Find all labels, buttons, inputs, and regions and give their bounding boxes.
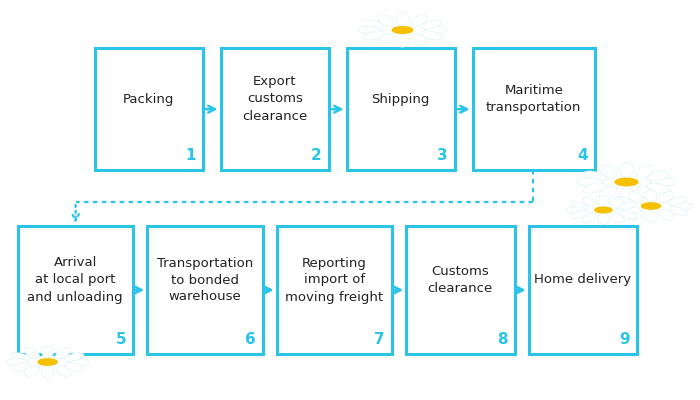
Text: Shipping: Shipping xyxy=(372,92,430,106)
Text: 2: 2 xyxy=(312,148,322,163)
Text: Arrival
at local port
and unloading: Arrival at local port and unloading xyxy=(27,256,123,304)
FancyBboxPatch shape xyxy=(147,226,262,354)
Ellipse shape xyxy=(647,183,670,193)
Ellipse shape xyxy=(598,214,609,224)
Ellipse shape xyxy=(622,207,641,213)
Ellipse shape xyxy=(55,348,71,359)
Ellipse shape xyxy=(628,209,643,220)
Ellipse shape xyxy=(636,186,654,199)
Ellipse shape xyxy=(396,34,409,47)
Ellipse shape xyxy=(645,190,657,202)
Ellipse shape xyxy=(610,202,631,210)
Text: 4: 4 xyxy=(578,148,588,163)
Ellipse shape xyxy=(599,186,617,199)
Ellipse shape xyxy=(620,187,634,201)
Ellipse shape xyxy=(583,183,606,193)
Ellipse shape xyxy=(582,197,596,207)
Ellipse shape xyxy=(411,15,427,26)
Text: 6: 6 xyxy=(245,332,255,347)
Text: Transportation
to bonded
warehouse: Transportation to bonded warehouse xyxy=(157,256,253,304)
Ellipse shape xyxy=(6,358,27,366)
Ellipse shape xyxy=(64,353,84,361)
FancyBboxPatch shape xyxy=(346,48,455,170)
Text: Reporting
import of
moving freight: Reporting import of moving freight xyxy=(285,256,384,304)
Ellipse shape xyxy=(570,211,588,218)
Ellipse shape xyxy=(583,171,606,181)
Ellipse shape xyxy=(645,210,657,222)
Ellipse shape xyxy=(668,197,687,205)
Text: Packing: Packing xyxy=(123,92,174,106)
Ellipse shape xyxy=(392,27,413,33)
Ellipse shape xyxy=(595,207,612,213)
Text: 9: 9 xyxy=(620,332,630,347)
Ellipse shape xyxy=(615,207,634,215)
Ellipse shape xyxy=(577,178,602,186)
Text: Customs
clearance: Customs clearance xyxy=(428,265,493,295)
Text: 5: 5 xyxy=(116,332,126,347)
Ellipse shape xyxy=(610,197,624,207)
Ellipse shape xyxy=(641,203,661,209)
Ellipse shape xyxy=(25,348,40,359)
Ellipse shape xyxy=(671,202,692,210)
Ellipse shape xyxy=(41,366,54,378)
Text: 1: 1 xyxy=(186,148,196,163)
Ellipse shape xyxy=(628,192,643,203)
Ellipse shape xyxy=(424,26,447,34)
Text: 8: 8 xyxy=(497,332,508,347)
Ellipse shape xyxy=(68,358,89,366)
Ellipse shape xyxy=(599,165,617,178)
Text: 7: 7 xyxy=(374,332,385,347)
Ellipse shape xyxy=(41,346,54,358)
Ellipse shape xyxy=(363,20,384,29)
FancyBboxPatch shape xyxy=(18,226,133,354)
Text: 3: 3 xyxy=(438,148,448,163)
Ellipse shape xyxy=(619,202,636,209)
Ellipse shape xyxy=(582,213,596,223)
Ellipse shape xyxy=(378,34,394,45)
Ellipse shape xyxy=(566,207,585,213)
Ellipse shape xyxy=(636,165,654,178)
Ellipse shape xyxy=(620,163,634,177)
Ellipse shape xyxy=(615,178,638,186)
Ellipse shape xyxy=(363,31,384,40)
Ellipse shape xyxy=(11,353,31,361)
Ellipse shape xyxy=(38,359,57,365)
Ellipse shape xyxy=(378,15,394,26)
Ellipse shape xyxy=(421,31,442,40)
Ellipse shape xyxy=(651,178,676,186)
Ellipse shape xyxy=(659,209,674,220)
Ellipse shape xyxy=(659,192,674,203)
Ellipse shape xyxy=(25,365,40,376)
FancyBboxPatch shape xyxy=(406,226,514,354)
Text: Home delivery: Home delivery xyxy=(534,274,631,286)
FancyBboxPatch shape xyxy=(528,226,637,354)
Ellipse shape xyxy=(610,213,624,223)
Ellipse shape xyxy=(421,20,442,29)
Ellipse shape xyxy=(570,202,588,209)
Ellipse shape xyxy=(598,196,609,206)
Ellipse shape xyxy=(619,211,636,218)
Ellipse shape xyxy=(647,171,670,181)
FancyBboxPatch shape xyxy=(220,48,329,170)
Ellipse shape xyxy=(396,13,409,26)
FancyBboxPatch shape xyxy=(276,226,392,354)
Ellipse shape xyxy=(11,363,31,371)
Ellipse shape xyxy=(55,365,71,376)
Ellipse shape xyxy=(64,363,84,371)
Ellipse shape xyxy=(615,197,634,205)
Text: Maritime
transportation: Maritime transportation xyxy=(486,84,582,114)
Text: Export
customs
clearance: Export customs clearance xyxy=(242,76,307,122)
FancyBboxPatch shape xyxy=(94,48,203,170)
Ellipse shape xyxy=(668,207,687,215)
Ellipse shape xyxy=(358,26,381,34)
Ellipse shape xyxy=(411,34,427,45)
FancyBboxPatch shape xyxy=(473,48,595,170)
